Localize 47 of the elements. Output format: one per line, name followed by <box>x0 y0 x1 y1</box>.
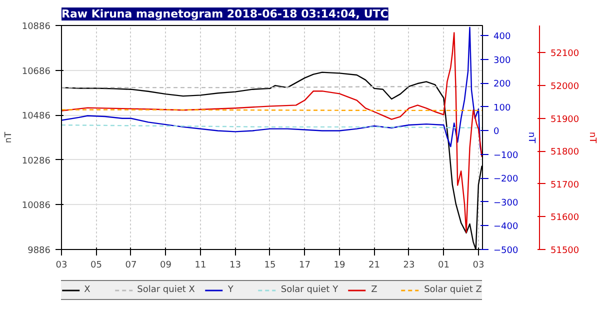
y3-tick-label: 51700 <box>550 180 580 190</box>
legend-label: Solar quiet X <box>137 285 195 295</box>
y3-tick-label: 52100 <box>550 49 580 60</box>
legend-label: Y <box>228 285 234 295</box>
x-tick-label: 05 <box>90 260 102 270</box>
y-axis-title: nT <box>4 131 14 144</box>
y2-tick-label: −200 <box>494 174 518 185</box>
y-tick-label: 10686 <box>22 66 51 77</box>
y2-tick-label: −100 <box>494 150 518 161</box>
x-tick-label: 21 <box>368 260 380 270</box>
y3-axis-title: nT <box>587 132 598 144</box>
y-tick-label: 10286 <box>22 156 51 166</box>
y2-tick-label: −500 <box>494 246 518 256</box>
y2-tick-label: 0 <box>494 127 500 138</box>
line-series <box>62 32 482 234</box>
x-tick-label: 17 <box>298 260 310 270</box>
x-tick-label: 01 <box>438 260 450 270</box>
y2-tick-label: 300 <box>494 56 511 66</box>
chart-title: Raw Kiruna magnetogram 2018-06-18 03:14:04, UTC <box>62 8 388 20</box>
y2-tick-label: 400 <box>494 32 511 42</box>
y2-tick-label: −400 <box>494 222 518 232</box>
legend-label: Z <box>371 285 378 295</box>
legend-label: X <box>84 285 92 295</box>
y3-tick-label: 52000 <box>550 82 580 92</box>
x-tick-label: 03 <box>56 260 68 270</box>
legend-label: Solar quiet Z <box>424 285 482 295</box>
x-tick-label: 19 <box>334 260 346 270</box>
y3-tick-label: 51600 <box>550 213 580 224</box>
legend-label: Solar quiet Y <box>280 285 338 295</box>
y3-tick-label: 51800 <box>550 148 580 158</box>
y3-tick-label: 51500 <box>550 246 580 256</box>
x-tick-label: 11 <box>194 260 206 270</box>
y-tick-label: 10486 <box>22 112 51 122</box>
x-tick-label: 07 <box>125 260 137 270</box>
x-tick-label: 03 <box>472 260 484 270</box>
y-tick-label: 9886 <box>28 246 51 256</box>
x-tick-label: 13 <box>230 260 241 270</box>
y2-tick-label: −300 <box>494 198 518 208</box>
x-tick-label: 23 <box>403 260 415 270</box>
y2-axis-title: nT <box>526 132 536 144</box>
y3-tick-label: 51900 <box>550 114 580 125</box>
y-tick-label: 10886 <box>22 22 51 32</box>
y2-tick-label: 100 <box>494 103 511 114</box>
y2-tick-label: 200 <box>494 80 511 90</box>
x-tick-label: 15 <box>264 260 276 270</box>
x-tick-label: 09 <box>160 260 172 270</box>
y-tick-label: 10086 <box>22 201 51 212</box>
